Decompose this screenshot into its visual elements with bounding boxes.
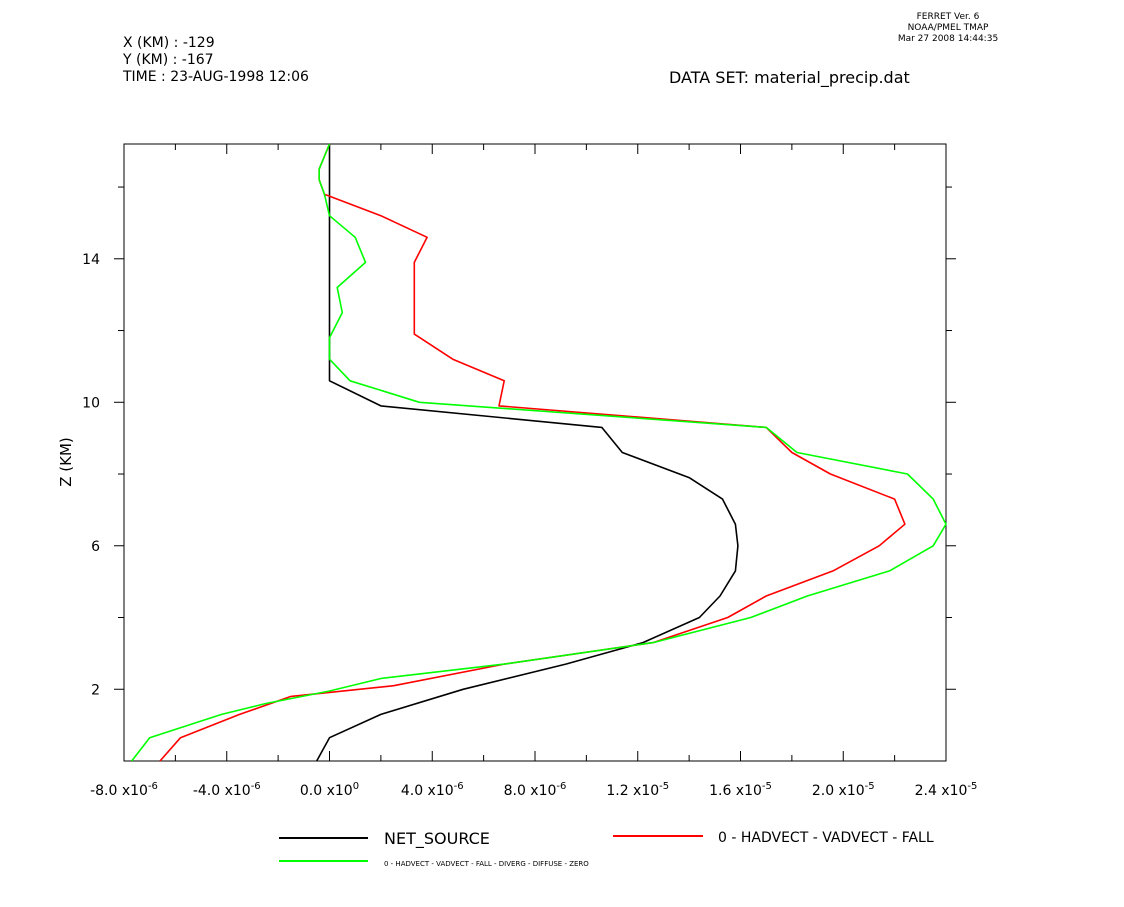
ferret-version-label: FERRET Ver. 6 bbox=[916, 12, 980, 22]
series-line-3 bbox=[131, 143, 947, 762]
x-axis-tick-labels: -8.0 x10-6 -4.0 x10-6 0.0 x100 4.0 x10-6 8.0… bbox=[90, 781, 977, 799]
x-tick-label: 8.0 x10-6 bbox=[504, 781, 567, 799]
y-axis-tick-labels: 2 6 10 14 bbox=[82, 252, 100, 698]
legend-label-1: NET_SOURCE bbox=[384, 829, 490, 849]
data-series bbox=[131, 143, 947, 762]
x-tick-label: 2.0 x10-5 bbox=[812, 781, 875, 799]
ferret-date-label: Mar 27 2008 14:44:35 bbox=[897, 34, 999, 44]
time-label: TIME : 23-AUG-1998 12:06 bbox=[123, 69, 309, 85]
y-tick-label: 2 bbox=[91, 682, 100, 698]
x-tick-label: 2.4 x10-5 bbox=[915, 781, 978, 799]
x-tick-label: 4.0 x10-6 bbox=[401, 781, 464, 799]
dataset-label: DATA SET: material_precip.dat bbox=[669, 68, 910, 87]
y-tick-label: 6 bbox=[91, 539, 100, 555]
y-tick-label: 14 bbox=[82, 252, 100, 268]
x-tick-label: 1.2 x10-5 bbox=[606, 781, 669, 799]
axis-ticks bbox=[114, 144, 956, 761]
y-tick-label: 10 bbox=[82, 395, 100, 411]
x-tick-label: 0.0 x100 bbox=[300, 781, 359, 799]
legend: NET_SOURCE 0 - HADVECT - VADVECT - FALL 0 … bbox=[279, 829, 934, 868]
legend-label-2: 0 - HADVECT - VADVECT - FALL bbox=[718, 830, 934, 846]
plot-frame bbox=[123, 143, 947, 762]
x-tick-label: -4.0 x10-6 bbox=[193, 781, 261, 799]
y-axis-label: Z (KM) bbox=[57, 437, 75, 487]
series-line-2 bbox=[159, 143, 906, 762]
y-coordinate-label: Y (KM) : -167 bbox=[123, 52, 214, 68]
legend-label-3: 0 - HADVECT - VADVECT - FALL - DIVERG - … bbox=[384, 860, 589, 868]
x-coordinate-label: X (KM) : -129 bbox=[123, 35, 215, 51]
ferret-org-label: NOAA/PMEL TMAP bbox=[907, 23, 989, 33]
series-line-1 bbox=[315, 144, 739, 762]
x-tick-label: 1.6 x10-5 bbox=[709, 781, 772, 799]
x-tick-label: -8.0 x10-6 bbox=[90, 781, 158, 799]
